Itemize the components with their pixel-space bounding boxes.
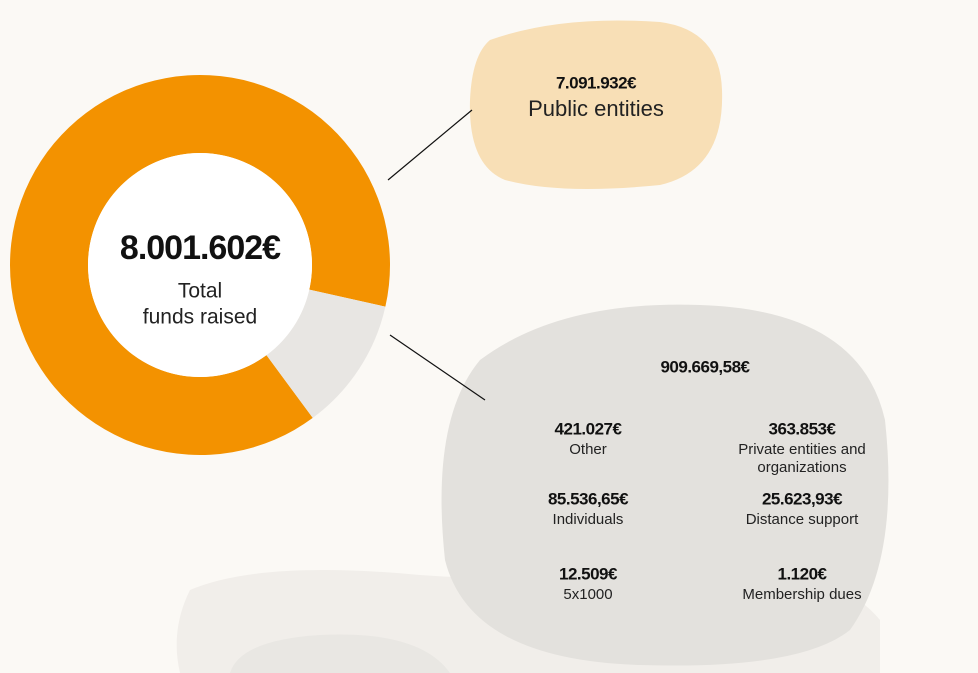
breakdown-label: 5x1000 bbox=[563, 586, 612, 603]
public-bubble bbox=[469, 20, 723, 189]
segment-label: Public entities bbox=[528, 96, 664, 121]
connector bbox=[389, 334, 486, 401]
segment-value-label: 909.669,58€ bbox=[660, 357, 750, 376]
connector bbox=[387, 109, 473, 181]
breakdown-value: 363.853€ bbox=[769, 419, 837, 438]
breakdown-label: Other bbox=[569, 441, 607, 458]
donut-segment bbox=[10, 75, 391, 455]
decor-shape bbox=[230, 634, 450, 673]
breakdown-label: Distance support bbox=[746, 511, 859, 528]
breakdown-value: 12.509€ bbox=[559, 564, 618, 583]
breakdown-value: 25.623,93€ bbox=[762, 489, 843, 508]
private-bubble bbox=[441, 304, 889, 666]
donut bbox=[10, 75, 391, 455]
total-value: 8.001.602€ bbox=[120, 229, 281, 267]
breakdown-value: 421.027€ bbox=[555, 419, 623, 438]
donut-hole bbox=[88, 153, 312, 377]
segment-value-label: 7.091.932€ bbox=[556, 73, 637, 92]
donut-segment bbox=[266, 289, 386, 418]
breakdown-label: Membership dues bbox=[742, 586, 861, 603]
breakdown-label: organizations bbox=[757, 459, 846, 476]
breakdown-label: Individuals bbox=[553, 511, 624, 528]
total-caption: funds raised bbox=[143, 306, 257, 329]
total-caption: Total bbox=[178, 280, 222, 303]
breakdown-label: Private entities and bbox=[738, 441, 866, 458]
breakdown: 421.027€ Other 363.853€ Private entities an… bbox=[548, 419, 866, 602]
breakdown-value: 1.120€ bbox=[778, 564, 828, 583]
breakdown-value: 85.536,65€ bbox=[548, 489, 629, 508]
